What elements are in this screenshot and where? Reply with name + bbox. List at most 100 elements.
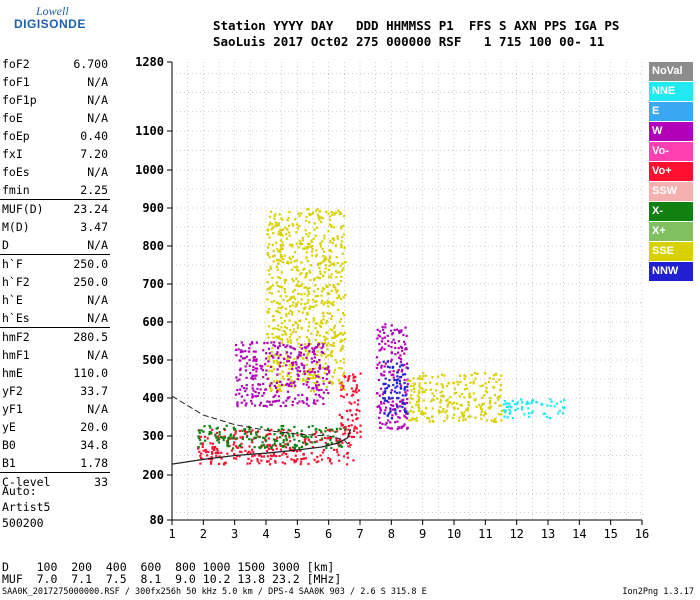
echo-point [390, 341, 393, 344]
echo-point [542, 412, 545, 416]
echo-point [251, 455, 254, 458]
echo-point [305, 402, 308, 405]
echo-point [411, 397, 414, 401]
echo-point [278, 249, 281, 253]
echo-point [326, 437, 329, 440]
echo-point [245, 355, 248, 358]
echo-point [244, 349, 247, 353]
echo-point [387, 340, 390, 343]
echo-point [315, 440, 319, 443]
y-tick-label: 1280 [135, 55, 164, 69]
echo-point [296, 355, 299, 358]
echo-point [270, 228, 273, 231]
param-row: yF2 33.7 [0, 382, 112, 400]
echo-point [297, 301, 300, 304]
echo-point [300, 302, 303, 305]
echo-point [431, 407, 434, 410]
echo-point [271, 400, 275, 403]
echo-point [300, 445, 304, 448]
echo-point [310, 357, 313, 360]
echo-point [296, 357, 299, 360]
echo-point [246, 434, 249, 437]
echo-point [302, 452, 305, 456]
echo-point [320, 301, 323, 304]
echo-point [300, 243, 304, 246]
echo-point [251, 387, 254, 390]
echo-point [307, 377, 310, 380]
echo-point [502, 409, 505, 412]
param-label: foF1 [2, 75, 30, 89]
echo-point [289, 371, 292, 375]
echo-point [239, 450, 242, 453]
echo-point [440, 383, 443, 386]
echo-point [339, 439, 342, 442]
param-separator [0, 327, 110, 328]
echo-point [277, 276, 280, 279]
echo-point [279, 233, 282, 237]
y-tick-label: 400 [142, 391, 164, 405]
echo-point [329, 343, 332, 347]
echo-point [433, 394, 436, 398]
echo-point [267, 347, 270, 350]
echo-point [233, 441, 236, 444]
echo-point [272, 395, 275, 398]
echo-point [503, 415, 506, 418]
echo-point [342, 426, 346, 429]
echo-point [338, 320, 342, 323]
echo-point [408, 419, 411, 422]
echo-point [319, 438, 322, 442]
echo-point [292, 290, 295, 293]
echo-point [255, 395, 258, 398]
logo-line-1: Lowell [36, 4, 69, 18]
echo-point [323, 341, 327, 345]
echo-point [272, 232, 275, 235]
echo-point [336, 289, 339, 292]
echo-point [418, 384, 421, 388]
echo-point [340, 318, 343, 321]
echo-point [396, 351, 400, 354]
echo-point [216, 451, 219, 455]
param-row: fmin 2.25 [0, 181, 112, 199]
echo-point [388, 366, 391, 369]
echo-point [315, 375, 318, 378]
echo-point [286, 338, 289, 341]
echo-point [287, 216, 290, 219]
echo-point [309, 389, 313, 393]
param-value: 250.0 [73, 257, 108, 271]
echo-point [494, 420, 498, 423]
echo-point [226, 440, 230, 443]
echo-point [310, 213, 313, 216]
echo-point [294, 302, 298, 305]
echo-point [250, 402, 254, 405]
echo-point [449, 401, 452, 404]
echo-point [326, 293, 329, 296]
echo-point [311, 387, 314, 390]
echo-point [313, 376, 317, 380]
echo-point [197, 446, 200, 449]
echo-point [409, 379, 412, 382]
echo-point [315, 209, 318, 212]
echo-point [277, 357, 280, 360]
echo-point [288, 231, 291, 234]
echo-point [404, 415, 407, 419]
echo-point [561, 406, 564, 409]
echo-point [322, 318, 325, 321]
echo-point [245, 376, 248, 379]
echo-point [475, 405, 478, 408]
echo-point [318, 334, 322, 337]
echo-point [418, 391, 421, 395]
echo-point [410, 389, 413, 392]
echo-point [403, 373, 407, 376]
echo-point [340, 347, 343, 350]
distance-row: D 100 200 400 600 800 1000 1500 3000 [km… [2, 560, 335, 574]
echo-point [296, 377, 299, 381]
echo-point [384, 387, 387, 390]
echo-point [349, 443, 352, 447]
echo-point [311, 370, 314, 373]
legend-item: E [649, 102, 693, 121]
echo-point [203, 425, 206, 428]
echo-point [332, 341, 335, 345]
echo-point [479, 405, 482, 409]
echo-point [339, 212, 343, 215]
echo-point [326, 367, 329, 370]
